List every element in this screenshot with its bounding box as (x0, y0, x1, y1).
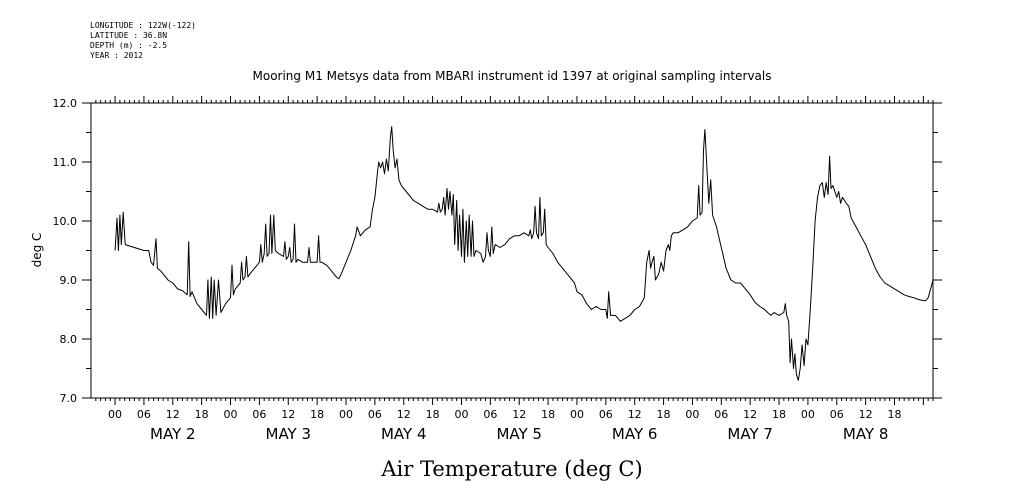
hour-tick-label: 06 (830, 408, 844, 421)
y-tick-label: 11.0 (53, 156, 78, 169)
hour-tick-label: 12 (166, 408, 180, 421)
y-tick-label: 8.0 (60, 333, 78, 346)
hour-tick-label: 06 (368, 408, 382, 421)
plot-frame (90, 102, 934, 399)
hour-tick-label: 06 (599, 408, 613, 421)
hour-tick-label: 18 (426, 408, 440, 421)
day-label: MAY 5 (496, 425, 542, 443)
hour-tick-label: 00 (339, 408, 353, 421)
y-tick-label: 7.0 (60, 392, 78, 405)
day-label: MAY 3 (266, 425, 312, 443)
day-label: MAY 8 (843, 425, 889, 443)
x-axis-label: Air Temperature (deg C) (380, 457, 642, 481)
hour-tick-label: 00 (108, 408, 122, 421)
year-text: YEAR : 2012 (90, 51, 143, 60)
hour-tick-label: 18 (657, 408, 671, 421)
hour-tick-label: 12 (397, 408, 411, 421)
day-label: MAY 7 (727, 425, 773, 443)
longitude-text: LONGITUDE : 122W(-122) (90, 21, 196, 30)
series-group (114, 126, 934, 381)
station-metadata: LONGITUDE : 122W(-122) LATITUDE : 36.8N … (90, 21, 196, 61)
y-tick-label: 12.0 (53, 97, 78, 110)
hour-tick-label: 00 (685, 408, 699, 421)
depth-text: DEPTH (m) : -2.5 (90, 41, 168, 50)
hour-tick-label: 06 (137, 408, 151, 421)
day-label: MAY 4 (381, 425, 427, 443)
hour-tick-label: 18 (195, 408, 209, 421)
hour-tick-label: 06 (483, 408, 497, 421)
day-label: MAY 2 (150, 425, 196, 443)
hour-tick-label: 12 (743, 408, 757, 421)
y-axis-ticks: 7.0 8.0 9.0 10.0 11.0 12.0 (53, 97, 942, 405)
x-axis-ticks: 00 06 12 18 00 06 12 18 00 06 12 18 00 06 12 18 00 06 12 18… (95, 96, 934, 443)
hour-tick-label: 18 (888, 408, 902, 421)
hour-tick-label: 12 (512, 408, 526, 421)
y-tick-label: 9.0 (60, 274, 78, 287)
hour-tick-label: 12 (859, 408, 873, 421)
air-temperature-line (114, 126, 934, 381)
hour-tick-label: 06 (714, 408, 728, 421)
hour-tick-label: 12 (628, 408, 642, 421)
hour-tick-label: 00 (570, 408, 584, 421)
hour-tick-label: 00 (224, 408, 238, 421)
hour-tick-label: 06 (252, 408, 266, 421)
y-tick-label: 10.0 (53, 215, 78, 228)
latitude-text: LATITUDE : 36.8N (90, 31, 168, 40)
hour-tick-label: 00 (801, 408, 815, 421)
hour-tick-label: 18 (772, 408, 786, 421)
day-label: MAY 6 (612, 425, 658, 443)
hour-tick-label: 18 (541, 408, 555, 421)
y-axis-label: deg C (30, 233, 44, 268)
hour-tick-label: 12 (281, 408, 295, 421)
hour-tick-label: 18 (310, 408, 324, 421)
hour-tick-label: 00 (454, 408, 468, 421)
chart-title: Mooring M1 Metsys data from MBARI instru… (253, 69, 772, 83)
